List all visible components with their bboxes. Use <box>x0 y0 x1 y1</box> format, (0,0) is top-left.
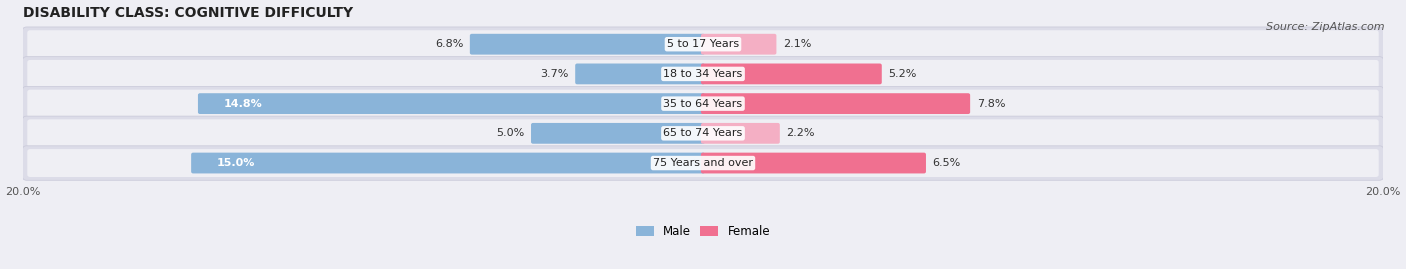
Text: 5.0%: 5.0% <box>496 128 524 138</box>
FancyBboxPatch shape <box>702 63 882 84</box>
FancyBboxPatch shape <box>191 153 704 174</box>
FancyBboxPatch shape <box>198 93 704 114</box>
FancyBboxPatch shape <box>702 93 970 114</box>
Text: 2.1%: 2.1% <box>783 39 811 49</box>
FancyBboxPatch shape <box>22 57 1384 91</box>
Text: 5.2%: 5.2% <box>889 69 917 79</box>
FancyBboxPatch shape <box>22 27 1384 61</box>
Text: 65 to 74 Years: 65 to 74 Years <box>664 128 742 138</box>
Text: Source: ZipAtlas.com: Source: ZipAtlas.com <box>1267 22 1385 31</box>
FancyBboxPatch shape <box>575 63 704 84</box>
FancyBboxPatch shape <box>27 149 1379 177</box>
FancyBboxPatch shape <box>470 34 704 55</box>
FancyBboxPatch shape <box>702 153 927 174</box>
FancyBboxPatch shape <box>22 146 1384 180</box>
Text: 18 to 34 Years: 18 to 34 Years <box>664 69 742 79</box>
FancyBboxPatch shape <box>27 90 1379 118</box>
FancyBboxPatch shape <box>27 119 1379 147</box>
Text: 6.8%: 6.8% <box>434 39 464 49</box>
Text: 75 Years and over: 75 Years and over <box>652 158 754 168</box>
Text: 2.2%: 2.2% <box>786 128 814 138</box>
Text: 7.8%: 7.8% <box>977 99 1005 109</box>
FancyBboxPatch shape <box>702 123 780 144</box>
FancyBboxPatch shape <box>531 123 704 144</box>
FancyBboxPatch shape <box>27 30 1379 58</box>
FancyBboxPatch shape <box>22 86 1384 121</box>
Text: 14.8%: 14.8% <box>224 99 263 109</box>
Text: 15.0%: 15.0% <box>217 158 256 168</box>
FancyBboxPatch shape <box>702 34 776 55</box>
FancyBboxPatch shape <box>27 60 1379 88</box>
FancyBboxPatch shape <box>22 116 1384 151</box>
Text: 6.5%: 6.5% <box>932 158 960 168</box>
Text: 35 to 64 Years: 35 to 64 Years <box>664 99 742 109</box>
Text: 3.7%: 3.7% <box>540 69 569 79</box>
Text: 5 to 17 Years: 5 to 17 Years <box>666 39 740 49</box>
Text: DISABILITY CLASS: COGNITIVE DIFFICULTY: DISABILITY CLASS: COGNITIVE DIFFICULTY <box>24 6 353 20</box>
Legend: Male, Female: Male, Female <box>631 220 775 243</box>
